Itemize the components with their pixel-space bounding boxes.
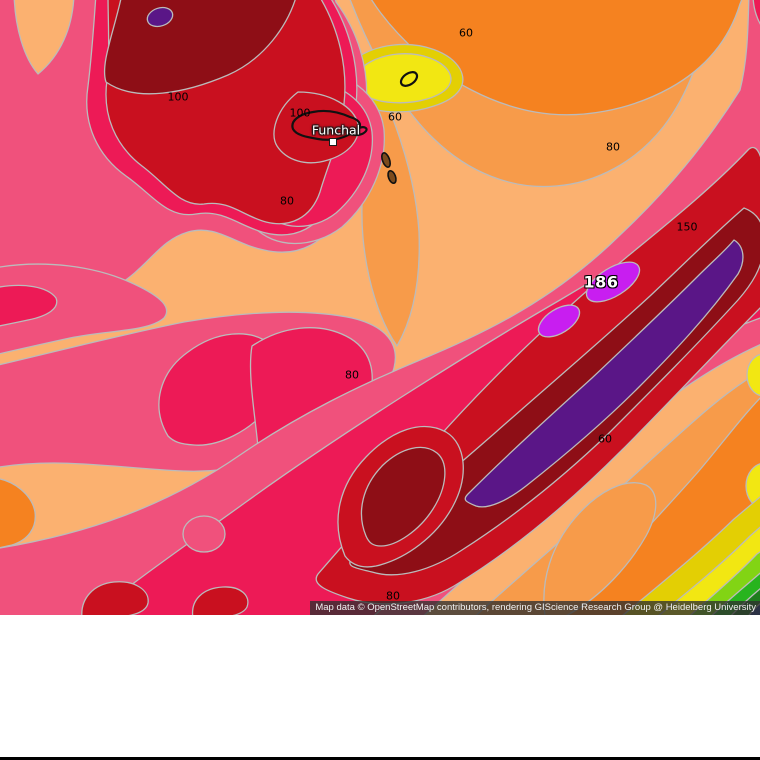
max-precipitation-value: 186 [583, 272, 619, 292]
precipitation-map: 100 100 60 60 80 80 150 80 60 80 186 Funchal Map … [0, 0, 760, 615]
desertas-island-1 [381, 152, 391, 168]
precipitation-contours [0, 0, 760, 615]
madeira-island-outline [291, 109, 368, 141]
bottom-border-bar [0, 757, 760, 760]
map-attribution: Map data © OpenStreetMap contributors, r… [310, 601, 760, 615]
desertas-island-2 [387, 169, 397, 185]
legend-panel: Accumulated total precipitation (mm) Fro… [0, 615, 760, 760]
island-outlines [291, 71, 419, 185]
porto-santo-island-outline [399, 71, 419, 87]
city-label-funchal: Funchal [311, 122, 361, 138]
city-marker-funchal [329, 138, 337, 146]
